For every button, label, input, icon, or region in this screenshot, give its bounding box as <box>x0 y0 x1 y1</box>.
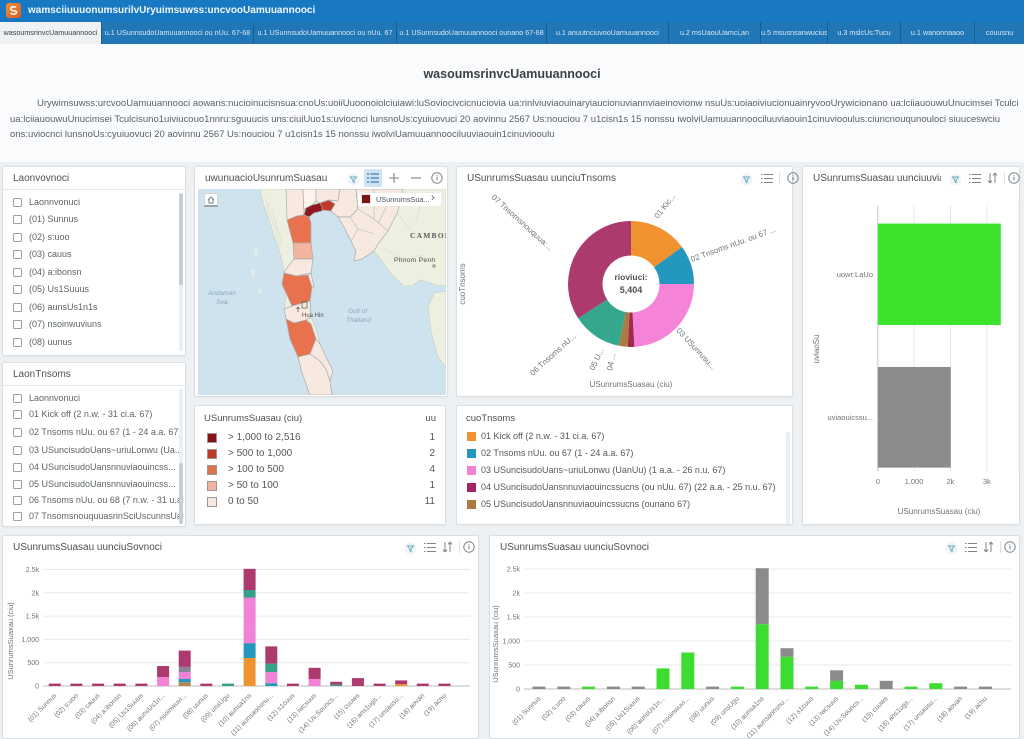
svg-text:2k: 2k <box>32 590 40 597</box>
svg-text:USunrumsSuasau (ciu): USunrumsSuasau (ciu) <box>590 380 673 389</box>
svg-text:01 Kic...: 01 Kic... <box>652 192 677 220</box>
svg-text:0: 0 <box>35 684 39 691</box>
svg-text:(01) Sunnus: (01) Sunnus <box>511 695 543 727</box>
svg-text:Gulf of: Gulf of <box>348 308 368 315</box>
svg-text:(14) Us:Souncs...: (14) Us:Souncs... <box>298 692 340 734</box>
svg-text:2k: 2k <box>513 591 521 598</box>
svg-text:(18) aovan: (18) aovan <box>936 695 964 723</box>
svg-text:Thailand: Thailand <box>346 317 371 324</box>
svg-text:1,000: 1,000 <box>21 637 39 644</box>
svg-text:0: 0 <box>516 687 520 694</box>
svg-text:Sea: Sea <box>216 299 228 306</box>
svg-text:USunrumsSuaxau (ciu): USunrumsSuaxau (ciu) <box>6 602 15 680</box>
svg-text:(06) aunsUs1n...: (06) aunsUs1n... <box>126 692 167 733</box>
svg-text:2.5k: 2.5k <box>26 567 40 574</box>
svg-text:05 U...: 05 U... <box>588 347 606 372</box>
svg-text:1.5k: 1.5k <box>507 615 521 622</box>
svg-text:500: 500 <box>27 660 39 667</box>
svg-text:04 ...: 04 ... <box>605 352 618 371</box>
svg-text:02 Tnsoms nUu. ou 67 ...: 02 Tnsoms nUu. ou 67 ... <box>690 225 777 264</box>
svg-text:USunrumsSuaxau (ciu): USunrumsSuaxau (ciu) <box>491 605 500 683</box>
svg-text:07 Tnsomsnouquua:...: 07 Tnsomsnouquua:... <box>490 193 555 253</box>
svg-text:uowr:LaUo: uowr:LaUo <box>837 270 873 279</box>
svg-text:uviaouicssu...: uviaouicssu... <box>828 413 873 422</box>
svg-text:06 Tnsoms nU...: 06 Tnsoms nU... <box>528 332 578 378</box>
svg-text:2.5k: 2.5k <box>507 567 521 574</box>
svg-text:uviaoSu: uviaoSu <box>812 335 821 364</box>
svg-text:Phnom Penh: Phnom Penh <box>394 257 435 264</box>
svg-text:(19) acnu: (19) acnu <box>964 695 989 720</box>
svg-text:0: 0 <box>876 477 880 486</box>
svg-text:03 USunrusu...: 03 USunrusu... <box>675 326 718 371</box>
svg-text:500: 500 <box>508 663 520 670</box>
svg-text:(07) nsoinwuvi...: (07) nsoinwuvi... <box>148 692 188 732</box>
svg-text:Hua Hin: Hua Hin <box>302 313 324 319</box>
svg-text:2k: 2k <box>946 477 954 486</box>
svg-text:1.5k: 1.5k <box>26 614 40 621</box>
svg-text:5,404: 5,404 <box>620 285 643 295</box>
svg-text:(19) acnu: (19) acnu <box>423 692 448 717</box>
svg-text:Andaman: Andaman <box>207 290 236 297</box>
svg-text:USunrumsSuasau (ciu): USunrumsSuasau (ciu) <box>898 507 981 516</box>
svg-text:CAMBOD: CAMBOD <box>410 231 446 240</box>
svg-text:1,000: 1,000 <box>905 477 924 486</box>
svg-text:(11) aunsaonsnu...: (11) aunsaonsnu... <box>746 695 791 738</box>
svg-text:1,000: 1,000 <box>502 639 520 646</box>
svg-text:(01) Sunnus: (01) Sunnus <box>27 692 59 724</box>
svg-text:rioviuci:: rioviuci: <box>614 272 647 282</box>
svg-text:cuoTnsoms: cuoTnsoms <box>458 263 467 304</box>
svg-text:3k: 3k <box>983 477 991 486</box>
